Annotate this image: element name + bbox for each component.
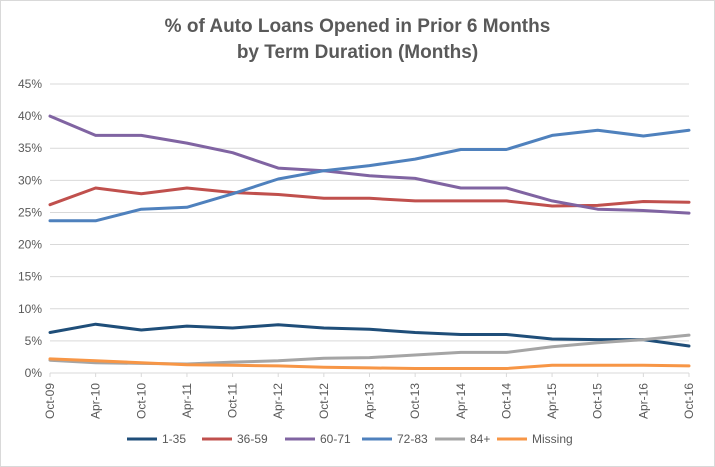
series-line-60-71 bbox=[48, 114, 691, 215]
legend-label: 60-71 bbox=[320, 432, 351, 446]
x-tick-label: Apr-15 bbox=[545, 383, 559, 419]
y-tick-label: 25% bbox=[18, 205, 42, 219]
y-tick-label: 5% bbox=[25, 334, 43, 348]
chart-title-line2: by Term Duration (Months) bbox=[236, 42, 479, 63]
x-tick-label: Apr-11 bbox=[180, 383, 194, 418]
chart-title-line1: % of Auto Loans Opened in Prior 6 Months bbox=[164, 16, 551, 37]
y-tick-label: 40% bbox=[18, 109, 42, 123]
x-tick-label: Apr-12 bbox=[271, 383, 285, 419]
x-tick-label: Oct-09 bbox=[43, 383, 57, 419]
series-line-1-35 bbox=[48, 322, 691, 348]
legend-label: 84+ bbox=[470, 432, 490, 446]
x-tick-label: Oct-15 bbox=[591, 383, 605, 419]
x-tick-label: Oct-14 bbox=[499, 383, 513, 419]
grid-lines bbox=[50, 83, 689, 374]
x-tick-label: Oct-16 bbox=[682, 383, 696, 419]
series-line-36-59 bbox=[48, 186, 691, 208]
x-tick-label: Oct-12 bbox=[317, 383, 331, 419]
series-line-72-83 bbox=[48, 128, 691, 223]
legend-label: 36-59 bbox=[237, 432, 268, 446]
legend-label: 72-83 bbox=[397, 432, 428, 446]
chart-title: % of Auto Loans Opened in Prior 6 Months… bbox=[0, 14, 715, 66]
x-tick-label: Apr-16 bbox=[636, 383, 650, 419]
x-tick-label: Oct-11 bbox=[226, 383, 240, 418]
series-lines bbox=[48, 114, 691, 370]
legend-label: Missing bbox=[532, 432, 573, 446]
y-tick-label: 0% bbox=[25, 366, 43, 380]
y-tick-label: 10% bbox=[18, 302, 42, 316]
y-tick-label: 30% bbox=[18, 173, 42, 187]
y-tick-label: 45% bbox=[18, 77, 42, 91]
x-tick-label: Oct-10 bbox=[134, 383, 148, 419]
legend-label: 1-35 bbox=[162, 432, 186, 446]
y-axis-ticks: 0% 5% 10% 15% 20% 25% 30% 35% 40% 45% bbox=[18, 77, 42, 380]
x-axis-ticks: Oct-09 Apr-10 Oct-10 Apr-11 Oct-11 Apr-12 Oct-… bbox=[43, 373, 696, 419]
y-tick-label: 15% bbox=[18, 270, 42, 284]
series-line-missing bbox=[48, 357, 691, 370]
y-tick-label: 20% bbox=[18, 238, 42, 252]
y-tick-label: 35% bbox=[18, 141, 42, 155]
x-tick-label: Apr-14 bbox=[454, 383, 468, 419]
x-tick-label: Apr-13 bbox=[363, 383, 377, 419]
legend: 1-35 36-59 60-71 72-83 84+ Missing bbox=[127, 432, 573, 446]
x-tick-label: Oct-13 bbox=[408, 383, 422, 419]
x-tick-label: Apr-10 bbox=[89, 383, 103, 419]
